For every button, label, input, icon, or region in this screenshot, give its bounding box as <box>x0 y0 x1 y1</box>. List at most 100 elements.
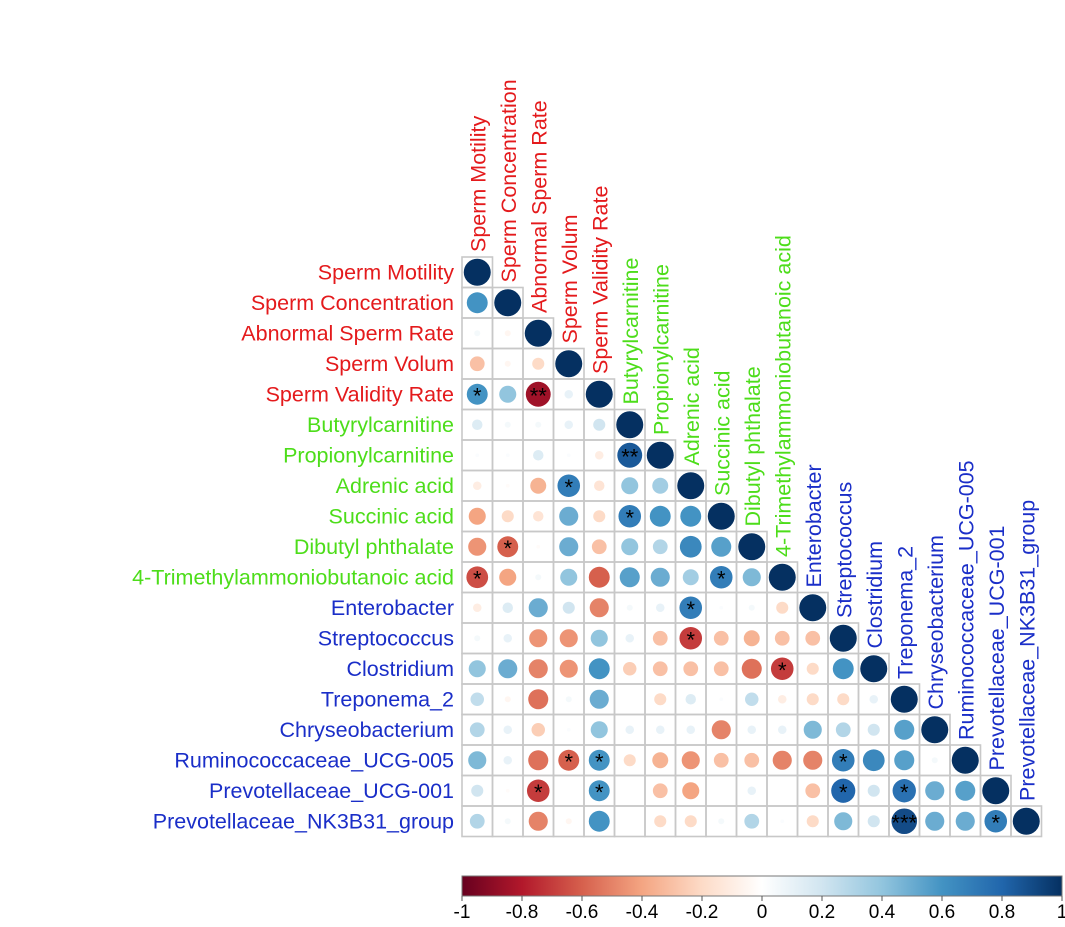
correlation-circle <box>589 598 609 618</box>
correlation-circle <box>468 751 487 770</box>
correlation-circle <box>530 477 547 494</box>
grid-cell <box>613 683 646 716</box>
correlation-circle <box>921 716 949 744</box>
significance-marker: * <box>839 749 848 774</box>
correlation-circle <box>525 381 551 407</box>
colorbar-tick-label: -1 <box>454 902 471 923</box>
correlation-circle <box>623 662 637 676</box>
correlation-circle <box>683 661 699 677</box>
correlation-circle <box>621 477 639 495</box>
significance-marker: * <box>473 566 482 591</box>
correlation-circle <box>951 746 979 774</box>
correlation-circle <box>526 779 550 803</box>
correlation-circle <box>925 781 945 801</box>
column-label: Abnormal Sperm Rate <box>527 100 551 313</box>
column-label: Streptococcus <box>832 482 856 618</box>
colorbar: -1 -0.8 -0.6 -0.4 -0.2 0 0.2 0.4 0.6 0.8 1 <box>454 875 1065 923</box>
correlation-circle <box>466 566 489 589</box>
significance-marker: * <box>839 780 848 805</box>
significance-marker: * <box>991 810 1000 835</box>
correlation-circle <box>532 357 545 370</box>
correlation-circle <box>652 477 669 494</box>
column-label: Sperm Validity Rate <box>588 186 612 374</box>
row-labels: Sperm Motility Sperm Concentration Abnorma… <box>132 260 454 833</box>
significance-marker: * <box>778 658 787 683</box>
correlation-circle <box>837 693 850 706</box>
correlation-circle <box>560 568 578 586</box>
correlation-circle <box>474 635 481 642</box>
correlation-circle <box>894 719 915 740</box>
significance-marker: ** <box>530 383 548 408</box>
correlation-circle <box>472 481 482 491</box>
column-label: Succinic acid <box>710 371 734 496</box>
correlation-circle <box>593 418 606 431</box>
correlation-circle <box>468 507 486 525</box>
correlation-circle <box>713 752 729 768</box>
correlation-circle <box>588 749 610 771</box>
significance-marker: * <box>625 505 634 530</box>
correlation-circle <box>982 777 1010 805</box>
significance-marker: * <box>534 780 543 805</box>
correlation-circle <box>955 811 975 831</box>
correlation-circle <box>719 605 724 610</box>
significance-marker: * <box>717 566 726 591</box>
correlation-circle <box>564 389 574 399</box>
correlation-circle <box>744 752 760 768</box>
correlation-circle <box>743 630 760 647</box>
circle-layer <box>463 258 1040 835</box>
correlation-circle <box>528 689 549 710</box>
correlation-circle <box>533 450 544 461</box>
correlation-circle <box>741 658 762 679</box>
correlation-circle <box>535 574 542 581</box>
correlation-circle <box>832 658 854 680</box>
colorbar-tick-label: 1 <box>1057 902 1065 923</box>
correlation-circle <box>713 630 729 646</box>
row-label: Dibutyl phthalate <box>294 535 454 559</box>
correlation-circle <box>472 419 483 430</box>
correlation-circle <box>679 626 703 650</box>
correlation-circle <box>646 441 674 469</box>
correlation-circle <box>655 725 665 735</box>
correlation-circle <box>803 720 822 739</box>
correlation-circle <box>505 788 510 793</box>
correlation-circle <box>682 782 700 800</box>
correlation-circle <box>707 502 735 530</box>
correlation-circle <box>590 721 608 739</box>
correlation-circle <box>776 601 789 614</box>
grid-cell <box>1010 805 1043 838</box>
correlation-circle <box>623 754 636 767</box>
significance-marker: * <box>900 780 909 805</box>
significance-marker: * <box>595 780 604 805</box>
column-label: Propionylcarnitine <box>649 264 673 435</box>
correlation-circle <box>711 720 731 740</box>
correlation-circle <box>469 722 485 738</box>
correlation-circle <box>831 748 855 772</box>
colorbar-gradient <box>461 875 1063 897</box>
correlation-circle <box>894 750 915 771</box>
correlation-circle <box>528 598 548 618</box>
row-label: Prevotellaceae_NK3B31_group <box>153 809 454 833</box>
row-label: Propionylcarnitine <box>283 443 454 467</box>
correlation-circle <box>867 815 880 828</box>
correlation-circle <box>679 535 702 558</box>
correlation-circle <box>528 750 549 771</box>
correlation-circle <box>679 596 703 620</box>
correlation-circle <box>499 385 517 403</box>
correlation-circle <box>618 504 642 528</box>
correlation-circle <box>626 604 633 611</box>
correlation-circle <box>566 453 571 458</box>
correlation-circle <box>652 661 668 677</box>
column-label: Sperm Volum <box>558 214 582 343</box>
correlation-circle <box>738 533 766 561</box>
correlation-circle <box>984 809 1008 833</box>
correlation-circle <box>559 506 579 526</box>
colorbar-tick-label: 0.8 <box>989 902 1015 923</box>
correlation-circle <box>469 356 485 372</box>
correlation-circle <box>585 380 613 408</box>
correlation-circle <box>931 757 938 764</box>
correlation-circle <box>777 725 787 735</box>
row-label: Sperm Volum <box>325 352 454 376</box>
correlation-circle <box>748 604 755 611</box>
row-label: Ruminococcaceae_UCG-005 <box>174 748 454 772</box>
